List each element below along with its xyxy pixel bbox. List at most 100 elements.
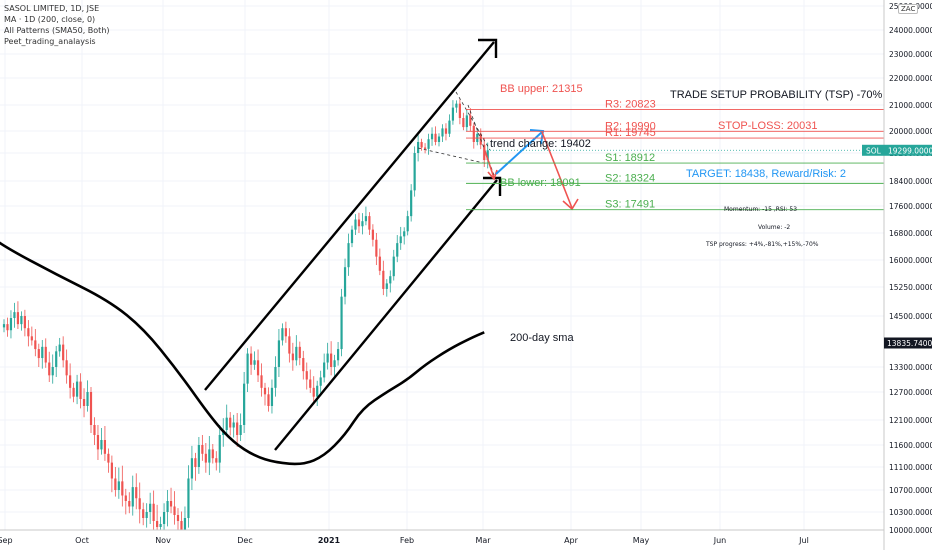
candle-body [326, 353, 329, 363]
candle-body [472, 125, 475, 142]
candle-body [121, 481, 124, 496]
candle-body [316, 385, 319, 397]
candle-body [41, 346, 44, 359]
candle-body [333, 360, 336, 367]
candle-body [79, 381, 82, 399]
candle-body [309, 379, 312, 388]
candle-body [162, 512, 166, 524]
candle-body [277, 340, 281, 367]
time-tick-label: May [633, 536, 650, 545]
candle-body [382, 270, 385, 289]
candle-body [135, 487, 138, 499]
candle-body [239, 425, 242, 435]
candle-body [110, 462, 113, 479]
candle-body [427, 139, 430, 149]
legend-symbol[interactable]: SASOL LIMITED, 1D, JSE [4, 4, 100, 13]
candle-body [145, 512, 148, 518]
channel-lower-line [274, 179, 498, 451]
currency-button[interactable]: ZAC [898, 4, 919, 14]
candle-body [173, 506, 176, 515]
candle-body [406, 216, 409, 232]
candle-body [357, 219, 361, 227]
time-tick-label: Feb [400, 536, 414, 545]
candle-body [256, 360, 260, 376]
price-tick-label: 11100.0000 [889, 463, 932, 472]
pivot-level-label: S1: 18912 [605, 152, 655, 164]
price-tick-label: 11600.0000 [889, 441, 932, 450]
candle-body [103, 440, 107, 454]
candle-body [462, 118, 465, 128]
candle-body [260, 375, 263, 388]
candle-body [34, 340, 37, 350]
candle-body [166, 501, 169, 512]
pivot-level-label: R2: 19990 [605, 120, 656, 132]
candle-body [89, 392, 93, 425]
candle-body [236, 422, 239, 435]
candle-body [44, 346, 47, 363]
candle-body [62, 344, 65, 361]
candle-body [16, 312, 20, 325]
candle-body [420, 142, 423, 148]
time-tick-label: Apr [564, 536, 579, 545]
candle-body [86, 392, 89, 406]
candle-body [93, 425, 96, 435]
price-tick-label: 21000.0000 [889, 101, 932, 110]
time-tick-label: Oct [75, 536, 89, 545]
candle-body [69, 375, 72, 388]
candle-body [430, 133, 434, 140]
candle-body [437, 136, 441, 142]
price-axis[interactable]: 25000.000024000.000023000.000022000.0000… [889, 2, 932, 535]
candle-body [413, 153, 416, 191]
candle-body [48, 362, 51, 376]
candle-body [128, 501, 131, 507]
candle-body [149, 503, 152, 512]
chart-legend: SASOL LIMITED, 1D, JSE MA · 1D (200, clo… [4, 3, 110, 47]
candle-body [114, 478, 117, 490]
sma200-line [0, 241, 485, 466]
candle-body [448, 120, 451, 134]
price-tick-label: 15250.0000 [889, 283, 932, 292]
candle-body [270, 387, 274, 406]
tsp-title: TRADE SETUP PROBABILITY (TSP) -70% [670, 89, 883, 101]
projection-up-blue [495, 131, 543, 175]
chart-overlays [0, 38, 579, 466]
pivot-level-label: R1: 19745 [605, 127, 656, 139]
candle-body [389, 276, 392, 284]
candle-body [253, 360, 256, 365]
candle-body [65, 360, 68, 376]
candle-body [305, 371, 308, 380]
price-tick-label: 18400.0000 [889, 177, 932, 186]
candle-body [291, 353, 294, 361]
time-axis[interactable]: Sep Oct Nov Dec 2021 Feb Mar Apr May Jun Jul [0, 536, 809, 545]
candle-body [183, 518, 187, 530]
candle-body [218, 435, 221, 463]
legend-patterns[interactable]: All Patterns (SMA50, Both) [4, 26, 110, 35]
legend-ma[interactable]: MA · 1D (200, close, 0) [4, 15, 96, 24]
bb-upper-label: BB upper: 21315 [500, 83, 583, 95]
candle-body [124, 495, 127, 501]
candle-body [354, 219, 357, 230]
candle-body [298, 346, 301, 359]
candle-body [2, 324, 6, 328]
candle-body [243, 383, 246, 425]
candle-body [20, 316, 23, 325]
price-tick-label: 10700.0000 [889, 486, 932, 495]
candle-body [6, 324, 9, 331]
candle-body [330, 353, 333, 367]
candle-body [284, 328, 287, 337]
candle-body [375, 239, 378, 257]
candle-body [249, 353, 253, 365]
candle-body [225, 417, 228, 430]
candle-body [295, 346, 298, 361]
price-tick-label: 10000.0000 [889, 526, 932, 535]
candle-body [451, 107, 455, 121]
candle-body [197, 445, 200, 467]
last-price-tag: SOL 19299.0000 [862, 144, 932, 156]
grid-lines [0, 0, 884, 531]
legend-author: Peet_trading_analaysis [4, 37, 96, 46]
pivot-level-label: S2: 18324 [605, 172, 655, 184]
channel-lower-arrowhead [483, 176, 502, 196]
candle-body [399, 236, 402, 244]
